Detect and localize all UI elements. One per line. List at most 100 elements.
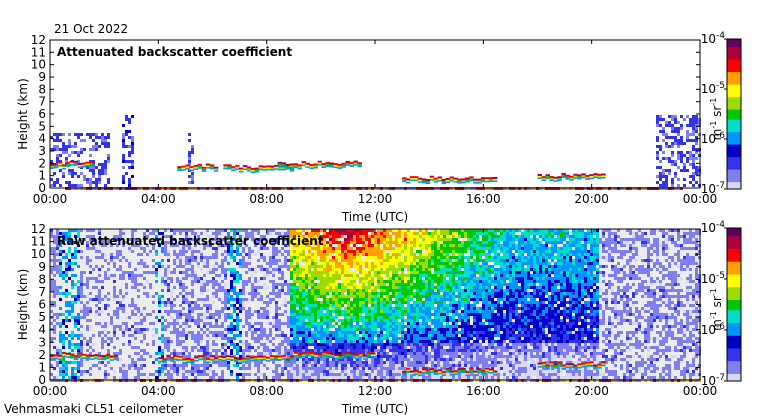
cloud-layer-mark bbox=[538, 366, 542, 368]
cloud-layer-mark bbox=[298, 353, 303, 355]
cloud-layer-mark bbox=[290, 357, 294, 359]
cloud-layer-mark bbox=[430, 372, 434, 374]
cloud-layer-mark bbox=[418, 181, 422, 183]
cloud-layer-mark bbox=[402, 181, 406, 183]
cloud-layer-mark bbox=[194, 360, 198, 362]
cloud-layer-mark bbox=[305, 165, 309, 167]
y-tick-label: 1 bbox=[38, 169, 46, 183]
cloud-layer-mark bbox=[262, 169, 266, 171]
cloud-layer-mark bbox=[242, 358, 246, 360]
cloud-layer-mark bbox=[453, 372, 457, 374]
cloud-layer-mark bbox=[278, 169, 282, 171]
cloud-layer-mark bbox=[493, 177, 497, 179]
cloud-layer-mark bbox=[485, 370, 489, 372]
cloud-layer-mark bbox=[434, 181, 438, 183]
cloud-layer-mark bbox=[593, 175, 597, 177]
cloud-layer-mark bbox=[182, 362, 186, 364]
cloud-layer-mark bbox=[449, 180, 453, 182]
cloud-layer-mark bbox=[477, 368, 481, 370]
cloud-layer-mark bbox=[89, 165, 93, 167]
cloud-layer-mark bbox=[227, 168, 231, 170]
cloud-layer-mark bbox=[414, 372, 418, 374]
cloud-layer-mark bbox=[74, 164, 78, 166]
cloud-layer-mark bbox=[577, 178, 581, 180]
cloud-layer-mark bbox=[223, 166, 227, 168]
cloud-layer-mark bbox=[321, 167, 325, 169]
cloud-layer-mark bbox=[198, 357, 202, 359]
cloud-layer-mark bbox=[82, 356, 86, 358]
cloud-layer-mark bbox=[194, 165, 199, 167]
cloud-layer-mark bbox=[422, 370, 426, 372]
panel-title: Raw attenuated backscatter coefficient bbox=[57, 234, 324, 248]
cloud-layer-mark bbox=[189, 170, 194, 172]
cloud-layer-mark bbox=[569, 367, 573, 369]
cloud-layer-mark bbox=[414, 373, 418, 375]
cloud-layer-mark bbox=[355, 356, 360, 358]
instrument-label: Vehmasmaki CL51 ceilometer bbox=[4, 402, 183, 416]
cloud-layer-mark bbox=[170, 359, 174, 361]
cloud-layer-mark bbox=[278, 164, 282, 166]
cloud-layer-mark bbox=[557, 365, 561, 367]
cloud-layer-mark bbox=[78, 166, 82, 168]
cloud-layer-mark bbox=[538, 174, 542, 176]
cloud-layer-mark bbox=[58, 164, 62, 166]
cloud-layer-mark bbox=[589, 363, 593, 365]
cloud-layer-mark bbox=[355, 358, 360, 360]
cloud-layer-mark bbox=[222, 360, 226, 362]
cloud-layer-mark bbox=[457, 182, 461, 184]
cloud-layer-mark bbox=[371, 356, 376, 358]
cloud-layer-mark bbox=[278, 162, 282, 164]
cloud-layer-mark bbox=[235, 168, 239, 170]
cloud-layer-mark bbox=[565, 178, 569, 180]
cloud-layer-mark bbox=[353, 164, 357, 166]
cloud-layer-mark bbox=[82, 357, 86, 359]
cloud-layer-mark bbox=[414, 180, 418, 182]
cloud-layer-mark bbox=[278, 167, 282, 169]
cloud-layer-mark bbox=[489, 369, 493, 371]
cloud-layer-mark bbox=[414, 370, 418, 372]
cloud-layer-mark bbox=[177, 168, 182, 170]
cloud-layer-mark bbox=[290, 170, 294, 172]
cloud-layer-mark bbox=[110, 359, 114, 361]
cloud-layer-mark bbox=[426, 369, 430, 371]
cloud-layer-mark bbox=[258, 356, 262, 358]
cloud-layer-mark bbox=[573, 174, 577, 176]
cloud-layer-mark bbox=[185, 166, 190, 168]
cloud-layer-mark bbox=[565, 175, 569, 177]
cloud-layer-mark bbox=[50, 358, 54, 360]
cloud-layer-mark bbox=[351, 356, 356, 358]
cloud-layer-mark bbox=[246, 357, 250, 359]
cloud-layer-mark bbox=[210, 166, 215, 168]
cloud-layer-mark bbox=[293, 167, 297, 169]
cloud-layer-mark bbox=[74, 357, 78, 359]
cloud-layer-mark bbox=[302, 356, 307, 358]
cloud-layer-mark bbox=[549, 178, 553, 180]
cloud-layer-mark bbox=[469, 176, 473, 178]
cloud-layer-mark bbox=[214, 169, 219, 171]
cloud-layer-mark bbox=[239, 170, 243, 172]
cloud-layer-mark bbox=[345, 163, 349, 165]
cloud-layer-mark bbox=[541, 178, 545, 180]
cloud-layer-mark bbox=[461, 370, 465, 372]
cloud-layer-mark bbox=[426, 179, 430, 181]
cloud-layer-mark bbox=[206, 167, 211, 169]
cloud-layer-mark bbox=[230, 356, 234, 358]
cloud-layer-mark bbox=[557, 178, 561, 180]
cloud-layer-mark bbox=[258, 359, 262, 361]
cloud-layer-mark bbox=[410, 176, 414, 178]
cloud-layer-mark bbox=[545, 174, 549, 176]
cloud-layer-mark bbox=[453, 374, 457, 376]
cloud-layer-mark bbox=[222, 358, 226, 360]
cloud-layer-mark bbox=[58, 358, 62, 360]
cloud-layer-mark bbox=[453, 180, 457, 182]
cloud-layer-mark bbox=[185, 164, 190, 166]
cloud-layer-mark bbox=[247, 170, 251, 172]
cloud-layer-mark bbox=[334, 354, 339, 356]
cloud-layer-mark bbox=[62, 352, 66, 354]
y-tick-label: 12 bbox=[31, 222, 46, 236]
y-tick-label: 5 bbox=[38, 119, 46, 133]
cloud-layer-mark bbox=[266, 165, 270, 167]
colorbar-tick-label: 10-4 bbox=[701, 31, 726, 46]
cloud-layer-mark bbox=[82, 354, 86, 356]
